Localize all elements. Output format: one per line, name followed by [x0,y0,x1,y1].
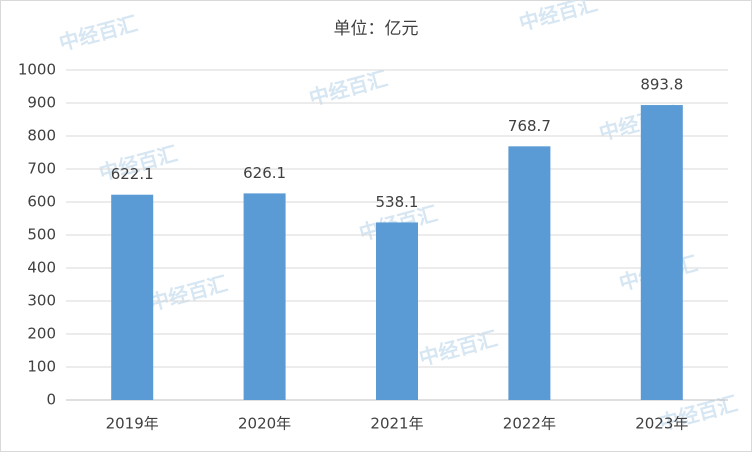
y-tick-label: 900 [27,94,56,112]
bar [111,194,154,400]
y-tick-label: 0 [46,391,56,409]
data-label: 622.1 [111,165,154,183]
y-tick-label: 400 [27,259,56,277]
chart-title: 单位：亿元 [334,19,419,39]
y-tick-label: 200 [27,325,56,343]
data-label: 626.1 [243,164,286,182]
data-label: 893.8 [640,76,683,94]
x-tick-label: 2020年 [238,415,291,433]
y-tick-label: 800 [27,127,56,145]
bar [640,105,683,401]
y-tick-label: 600 [27,193,56,211]
y-tick-label: 100 [27,358,56,376]
x-tick-label: 2022年 [503,415,556,433]
data-label: 538.1 [376,193,419,211]
x-tick-label: 2019年 [106,415,159,433]
bar [376,222,418,400]
y-tick-label: 300 [27,292,56,310]
bar [508,146,551,400]
x-tick-label: 2023年 [635,415,688,433]
bar [243,193,286,400]
y-tick-label: 700 [27,160,56,178]
y-tick-label: 500 [27,226,56,244]
y-tick-label: 1000 [18,61,56,79]
data-label: 768.7 [508,117,551,135]
x-tick-label: 2021年 [370,415,423,433]
